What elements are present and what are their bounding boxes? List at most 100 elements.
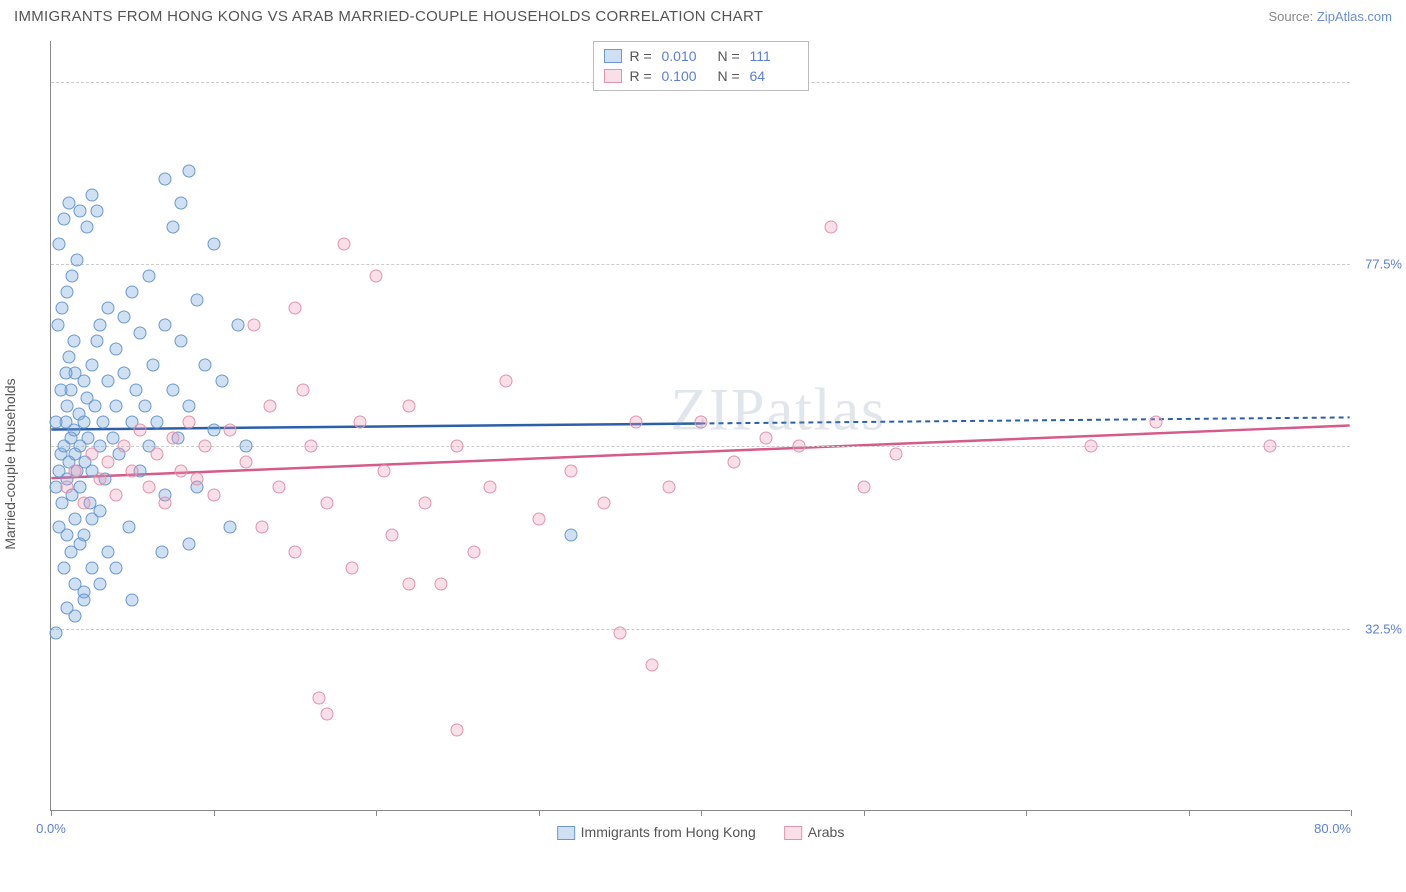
data-point-hk	[93, 505, 106, 518]
data-point-arab	[565, 464, 578, 477]
data-point-arab	[402, 399, 415, 412]
data-point-arab	[118, 440, 131, 453]
data-point-hk	[199, 359, 212, 372]
data-point-arab	[353, 415, 366, 428]
data-point-arab	[857, 480, 870, 493]
x-tick	[51, 810, 52, 816]
data-point-arab	[313, 691, 326, 704]
data-point-arab	[1150, 415, 1163, 428]
data-point-hk	[77, 415, 90, 428]
data-point-arab	[264, 399, 277, 412]
data-point-hk	[74, 537, 87, 550]
data-point-hk	[223, 521, 236, 534]
data-point-arab	[150, 448, 163, 461]
data-point-arab	[890, 448, 903, 461]
data-point-arab	[792, 440, 805, 453]
data-point-arab	[240, 456, 253, 469]
data-point-arab	[166, 432, 179, 445]
data-point-hk	[118, 367, 131, 380]
data-point-arab	[61, 480, 74, 493]
r-value: 0.100	[662, 68, 710, 84]
series-legend: Immigrants from Hong Kong Arabs	[557, 824, 845, 840]
data-point-arab	[248, 318, 261, 331]
data-point-hk	[77, 594, 90, 607]
data-point-arab	[1085, 440, 1098, 453]
data-point-hk	[147, 359, 160, 372]
data-point-hk	[183, 399, 196, 412]
data-point-arab	[183, 415, 196, 428]
data-point-hk	[93, 578, 106, 591]
data-point-hk	[142, 270, 155, 283]
data-point-arab	[288, 545, 301, 558]
n-value: 64	[750, 68, 798, 84]
data-point-hk	[175, 197, 188, 210]
n-value: 111	[750, 48, 798, 64]
bottom-legend-item: Arabs	[784, 824, 845, 840]
x-tick	[1351, 810, 1352, 816]
data-point-hk	[101, 545, 114, 558]
data-point-arab	[207, 488, 220, 501]
data-point-arab	[451, 440, 464, 453]
data-point-hk	[71, 253, 84, 266]
n-label: N =	[718, 68, 742, 84]
data-point-arab	[85, 448, 98, 461]
data-point-arab	[101, 456, 114, 469]
data-point-hk	[175, 334, 188, 347]
data-point-hk	[183, 164, 196, 177]
r-label: R =	[630, 48, 654, 64]
x-tick-label: 80.0%	[1314, 821, 1351, 836]
data-point-hk	[207, 237, 220, 250]
data-point-hk	[101, 375, 114, 388]
data-point-hk	[85, 189, 98, 202]
data-point-hk	[56, 302, 69, 315]
data-point-arab	[69, 464, 82, 477]
correlation-legend: R =0.010N =111R =0.100N =64	[593, 41, 809, 91]
source-link[interactable]: ZipAtlas.com	[1317, 9, 1392, 24]
data-point-hk	[155, 545, 168, 558]
legend-swatch	[557, 826, 575, 840]
data-point-hk	[54, 383, 67, 396]
trend-line-dashed-hk	[701, 417, 1350, 423]
legend-swatch-arab	[604, 69, 622, 83]
data-point-hk	[67, 334, 80, 347]
x-tick	[864, 810, 865, 816]
data-point-hk	[158, 318, 171, 331]
data-point-hk	[118, 310, 131, 323]
data-point-hk	[53, 237, 66, 250]
data-point-hk	[166, 221, 179, 234]
data-point-arab	[378, 464, 391, 477]
y-axis-label: Married-couple Households	[2, 378, 18, 549]
gridline	[51, 629, 1350, 630]
y-tick-label: 77.5%	[1365, 256, 1402, 271]
x-tick-label: 0.0%	[36, 821, 66, 836]
data-point-arab	[158, 497, 171, 510]
data-point-hk	[126, 286, 139, 299]
data-point-arab	[451, 723, 464, 736]
data-point-arab	[500, 375, 513, 388]
data-point-arab	[467, 545, 480, 558]
data-point-hk	[88, 399, 101, 412]
data-point-arab	[321, 497, 334, 510]
data-point-hk	[134, 326, 147, 339]
x-tick	[1026, 810, 1027, 816]
chart-container: Married-couple Households ZIPatlas R =0.…	[0, 31, 1406, 881]
data-point-hk	[61, 529, 74, 542]
trend-line-hk	[51, 423, 700, 429]
bottom-legend-item: Immigrants from Hong Kong	[557, 824, 756, 840]
data-point-hk	[69, 610, 82, 623]
data-point-arab	[760, 432, 773, 445]
data-point-arab	[662, 480, 675, 493]
data-point-arab	[386, 529, 399, 542]
data-point-arab	[199, 440, 212, 453]
data-point-arab	[272, 480, 285, 493]
x-tick	[1189, 810, 1190, 816]
chart-header: IMMIGRANTS FROM HONG KONG VS ARAB MARRIE…	[0, 0, 1406, 31]
data-point-arab	[77, 497, 90, 510]
data-point-hk	[69, 513, 82, 526]
data-point-arab	[597, 497, 610, 510]
data-point-arab	[727, 456, 740, 469]
n-label: N =	[718, 48, 742, 64]
data-point-hk	[110, 561, 123, 574]
legend-swatch-hk	[604, 49, 622, 63]
data-point-hk	[90, 205, 103, 218]
